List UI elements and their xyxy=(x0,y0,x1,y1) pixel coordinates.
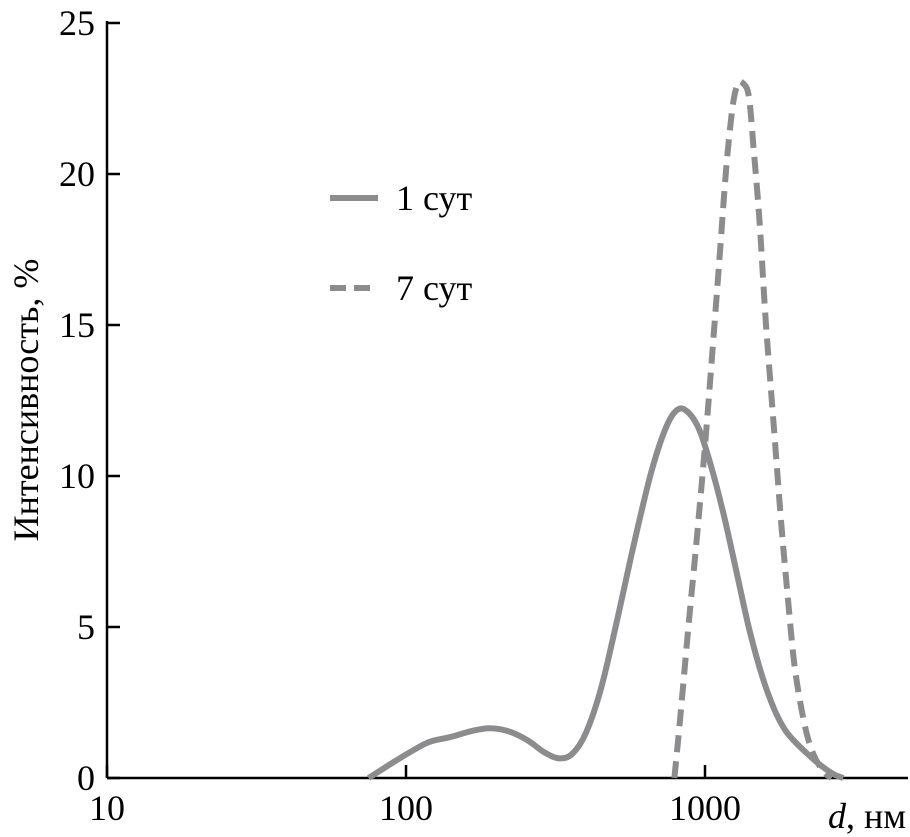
y-tick-label: 20 xyxy=(59,154,95,194)
x-tick-label: 10 xyxy=(89,788,125,828)
legend-label-1: 1 сут xyxy=(396,178,473,218)
series-line-1 xyxy=(367,405,845,781)
x-axis-label-variable: d xyxy=(828,796,847,836)
y-tick-label: 0 xyxy=(77,758,95,798)
ticks: 0 5 10 15 20 25 10 100 1000 xyxy=(59,3,741,828)
x-tick-label: 1000 xyxy=(669,788,741,828)
y-axis-label: Интенсивность, % xyxy=(6,259,46,542)
x-tick-label: 100 xyxy=(379,788,433,828)
y-tick-label: 25 xyxy=(59,3,95,43)
y-tick-label: 15 xyxy=(59,305,95,345)
legend: 1 сут 7 сут xyxy=(330,178,473,308)
x-axis-label-unit: , нм xyxy=(846,796,906,836)
series-line-2 xyxy=(671,78,834,781)
legend-label-2: 7 сут xyxy=(396,268,473,308)
series-layer xyxy=(367,78,845,781)
x-axis-label: d, нм xyxy=(828,796,906,836)
axes xyxy=(105,21,908,780)
y-tick-label: 10 xyxy=(59,456,95,496)
y-tick-label: 5 xyxy=(77,607,95,647)
